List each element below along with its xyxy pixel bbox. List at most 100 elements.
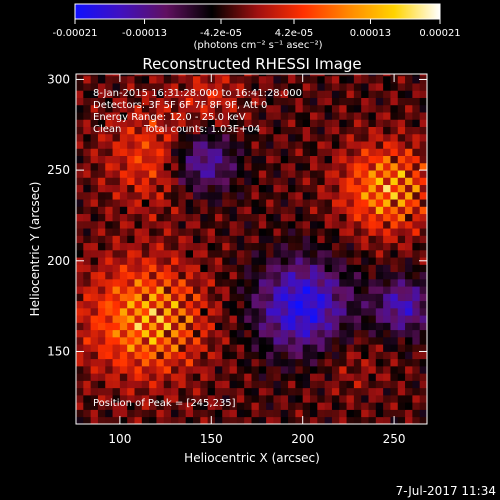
heatmap-cell [105, 191, 113, 200]
heatmap-cell [244, 199, 252, 207]
heatmap-cell [390, 329, 399, 338]
heatmap-cell [302, 394, 311, 403]
heatmap-cell [266, 74, 274, 77]
heatmap-cell [361, 162, 369, 171]
heatmap-cell [353, 228, 362, 236]
heatmap-cell [214, 213, 223, 222]
heatmap-cell [236, 177, 245, 186]
heatmap-cell [346, 162, 355, 171]
heatmap-cell [353, 235, 362, 244]
heatmap-cell [397, 97, 406, 106]
heatmap-cell [383, 126, 391, 135]
heatmap-cell [412, 133, 421, 142]
heatmap-cell [324, 344, 333, 352]
heatmap-cell [390, 257, 399, 265]
heatmap-cell [141, 235, 150, 244]
heatmap-cell [331, 184, 340, 193]
heatmap-cell [324, 133, 333, 142]
heatmap-cell [222, 293, 230, 302]
heatmap-cell [149, 264, 157, 273]
heatmap-cell [302, 75, 311, 84]
heatmap-cell [251, 126, 260, 135]
heatmap-cell [251, 90, 260, 98]
heatmap-cell [405, 329, 413, 338]
heatmap-cell [200, 380, 209, 389]
heatmap-cell [397, 74, 406, 77]
heatmap-cell [390, 90, 399, 98]
heatmap-cell [288, 373, 296, 381]
heatmap-cell [273, 133, 282, 142]
heatmap-cell [419, 90, 428, 98]
heatmap-cell [324, 148, 333, 156]
heatmap-cell [280, 336, 289, 345]
heatmap-cell [339, 104, 347, 113]
heatmap-cell [280, 387, 289, 396]
heatmap-cell [302, 271, 311, 280]
heatmap-cell [185, 235, 194, 244]
heatmap-cell [83, 373, 92, 381]
heatmap-cell [229, 191, 238, 200]
heatmap-cell [185, 177, 194, 186]
heatmap-cell [419, 235, 428, 244]
heatmap-cells [76, 74, 428, 425]
heatmap-cell [127, 242, 135, 251]
heatmap-cell [105, 344, 113, 352]
heatmap-cell [119, 249, 128, 258]
heatmap-cell [141, 126, 150, 135]
heatmap-cell [324, 402, 333, 410]
heatmap-cell [156, 264, 165, 273]
heatmap-cell [178, 155, 187, 164]
heatmap-cell [368, 329, 377, 338]
heatmap-cell [295, 74, 304, 77]
heatmap-cell [273, 228, 282, 236]
heatmap-cell [339, 278, 347, 287]
heatmap-cell [266, 119, 274, 127]
heatmap-cell [288, 351, 296, 360]
heatmap-cell [171, 402, 179, 410]
heatmap-cell [383, 75, 391, 84]
heatmap-cell [214, 257, 223, 265]
heatmap-cell [119, 293, 128, 302]
heatmap-cell [383, 293, 391, 302]
heatmap-cell [368, 141, 377, 149]
heatmap-cell [127, 336, 135, 345]
heatmap-cell [251, 206, 260, 215]
heatmap-cell [273, 141, 282, 149]
heatmap-cell [156, 365, 165, 374]
heatmap-cell [397, 307, 406, 316]
heatmap-cell [171, 206, 179, 215]
heatmap-cell [331, 402, 340, 410]
heatmap-cell [375, 380, 384, 389]
heatmap-cell [251, 315, 260, 323]
heatmap-cell [346, 220, 355, 229]
heatmap-cell [331, 307, 340, 316]
heatmap-cell [200, 249, 209, 258]
heatmap-cell [331, 228, 340, 236]
heatmap-cell [207, 141, 216, 149]
plot-area [76, 74, 428, 425]
heatmap-cell [375, 75, 384, 84]
heatmap-cell [258, 264, 267, 273]
heatmap-cell [193, 249, 201, 258]
heatmap-cell [127, 83, 135, 91]
heatmap-cell [193, 112, 201, 120]
heatmap-cell [412, 409, 421, 418]
heatmap-cell [105, 373, 113, 381]
heatmap-cell [310, 97, 318, 106]
heatmap-cell [251, 162, 260, 171]
heatmap-cell [258, 387, 267, 396]
heatmap-cell [119, 242, 128, 251]
heatmap-cell [163, 322, 172, 331]
heatmap-cell [229, 409, 238, 418]
heatmap-cell [280, 271, 289, 280]
heatmap-cell [141, 351, 150, 360]
heatmap-cell [258, 322, 267, 331]
heatmap-cell [193, 322, 201, 331]
heatmap-cell [163, 126, 172, 135]
heatmap-cell [134, 344, 143, 352]
heatmap-cell [405, 402, 413, 410]
heatmap-cell [375, 307, 384, 316]
heatmap-cell [214, 358, 223, 367]
heatmap-cell [134, 184, 143, 193]
